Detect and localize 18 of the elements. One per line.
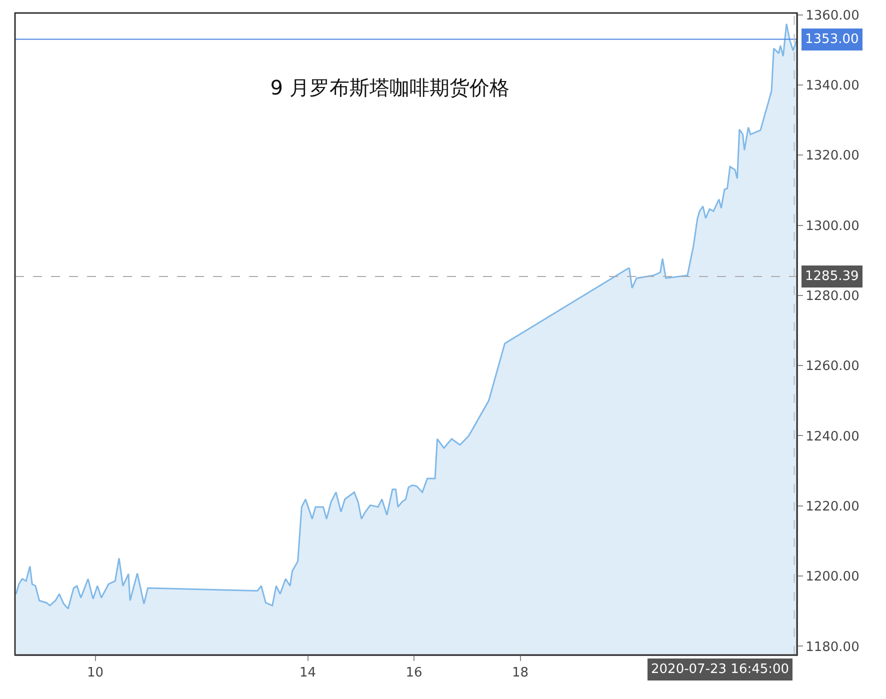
x-tick-label: 18 — [512, 666, 529, 681]
y-tick-label: 1240.00 — [806, 429, 860, 444]
x-tick-label: 16 — [406, 666, 422, 681]
y-tick-label: 1220.00 — [806, 499, 860, 514]
y-tick-label: 1340.00 — [806, 78, 860, 94]
x-tick-label: 14 — [299, 666, 316, 681]
ref-line-label: 1285.39 — [805, 269, 859, 284]
y-tick-label: 1180.00 — [806, 640, 860, 655]
ref-line-label: 1353.00 — [805, 32, 859, 47]
x-tick-label: 10 — [86, 666, 104, 681]
y-tick-label: 1320.00 — [806, 148, 860, 164]
text: 9 月罗布斯塔咖啡期货价格 — [270, 75, 510, 100]
text: 2020-07-23 16:45:00 — [651, 662, 790, 677]
y-tick-label: 1200.00 — [806, 570, 860, 585]
y-tick-label: 1300.00 — [806, 218, 860, 234]
y-tick-label: 1280.00 — [806, 288, 860, 304]
y-tick-label: 1260.00 — [806, 359, 860, 374]
y-tick-label: 1360.00 — [806, 8, 860, 24]
